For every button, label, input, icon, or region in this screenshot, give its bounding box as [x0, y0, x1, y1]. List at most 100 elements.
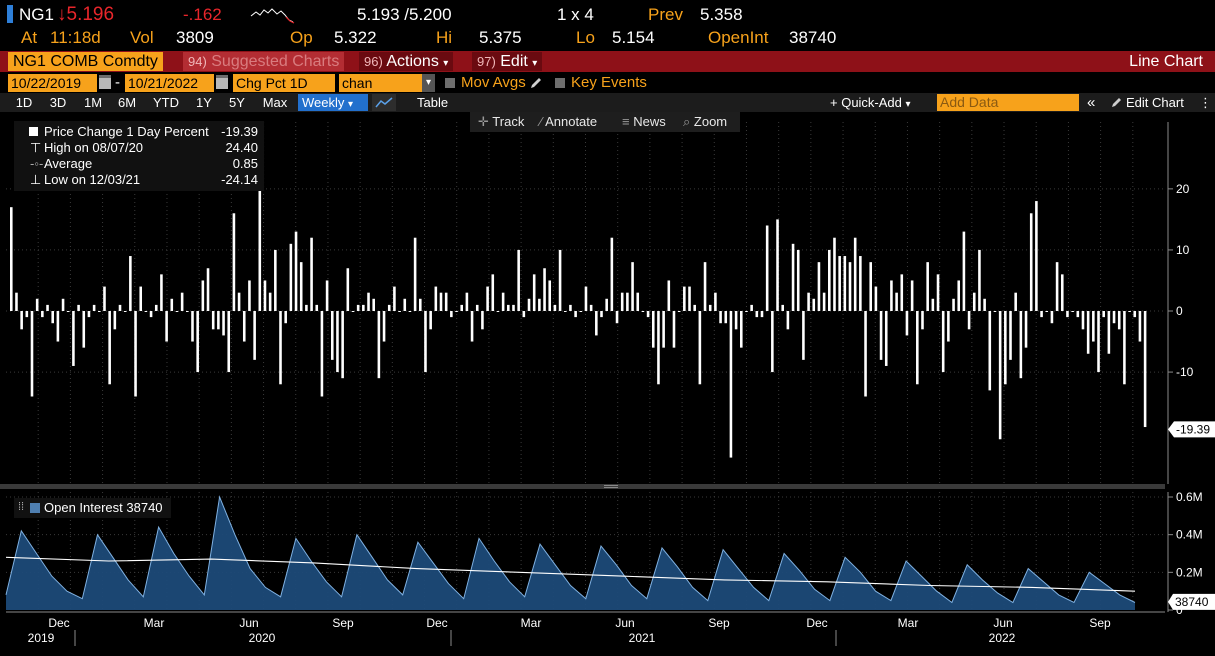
x-year-label: 2022 — [989, 631, 1016, 645]
price-change-bar — [10, 207, 13, 311]
price-change-bar — [532, 274, 536, 311]
price-change-bar — [817, 262, 821, 311]
price-change-bar — [222, 311, 225, 336]
price-change-bar — [66, 311, 70, 312]
range-1y[interactable]: 1Y — [196, 95, 212, 110]
price-change-bar — [165, 311, 168, 342]
crosshair-icon: ✛ — [478, 114, 489, 129]
pencil-icon[interactable] — [529, 76, 543, 90]
price-change-bar — [626, 292, 629, 311]
price-change-bar — [481, 311, 484, 330]
annotate-button[interactable]: ∕ Annotate — [540, 113, 597, 131]
mov-avgs-label[interactable]: Mov Avgs — [461, 74, 526, 91]
range-5y[interactable]: 5Y — [229, 95, 245, 110]
edit-chart-button[interactable]: Edit Chart — [1126, 95, 1184, 110]
legend-avg-label: Average — [44, 156, 93, 171]
drag-handle-icon[interactable]: ⁞⁞ — [18, 501, 25, 513]
price-change-bar — [672, 311, 676, 348]
range-ytd[interactable]: YTD — [153, 95, 179, 110]
price-change-bar — [646, 311, 650, 318]
price-change-bar — [677, 311, 681, 312]
zoom-button[interactable]: ⌕ Zoom — [683, 113, 727, 131]
key-events-checkbox[interactable] — [555, 78, 565, 88]
key-events-label[interactable]: Key Events — [571, 74, 647, 91]
price-change-bar — [1071, 311, 1074, 312]
price-change-bar — [455, 311, 458, 312]
price-change-bar — [434, 286, 438, 311]
end-date-field[interactable]: 10/21/2022 — [125, 74, 214, 92]
field-selector[interactable]: Chg Pct 1D — [233, 74, 335, 92]
price-change-bar — [890, 280, 893, 311]
average-marker-icon: -◦- — [30, 156, 44, 171]
price-change-bar — [41, 311, 44, 318]
price-change-bar — [1019, 311, 1023, 379]
price-change-bar — [98, 311, 101, 312]
annotate-icon: ∕ — [540, 114, 543, 129]
price-change-bar — [77, 304, 80, 311]
openint-label: OpenInt — [708, 28, 769, 47]
add-data-input[interactable]: Add Data — [937, 94, 1079, 111]
price-change-bar — [584, 286, 588, 311]
price-change-bar — [1029, 213, 1033, 311]
news-button[interactable]: ≡ News — [622, 113, 666, 131]
range-6m[interactable]: 6M — [117, 95, 137, 110]
price-change-bar — [802, 311, 805, 360]
hi-value: 5.375 — [479, 28, 522, 47]
price-change-bar — [895, 292, 898, 311]
chart-style-button[interactable] — [372, 94, 396, 111]
price-change-bar — [859, 256, 862, 311]
price-change-bar — [160, 274, 163, 311]
price-change-bar — [910, 280, 914, 311]
x-year-label: 2021 — [629, 631, 656, 645]
collapse-icon[interactable]: « — [1087, 94, 1096, 111]
range-3d[interactable]: 3D — [49, 95, 67, 110]
price-change-bar — [123, 311, 127, 312]
range-1m[interactable]: 1M — [83, 95, 103, 110]
study-field[interactable]: chan ▾ — [339, 74, 435, 92]
price-change-bar — [636, 292, 640, 311]
edit-menu[interactable]: 97) Edit ▾ — [472, 52, 543, 71]
more-options-icon[interactable]: ⋮ — [1199, 95, 1212, 110]
table-button[interactable]: Table — [417, 95, 449, 110]
price-change-bar — [315, 304, 319, 311]
suggested-charts-button[interactable]: 94) Suggested Charts — [183, 52, 345, 71]
quick-add-button[interactable]: + Quick-Add ▾ — [830, 94, 911, 113]
price-change-bar — [755, 311, 759, 318]
ticker[interactable]: NG1 — [19, 5, 54, 24]
x-tick-label: Mar — [521, 616, 542, 630]
oi-y-tick-label: 0.6M — [1176, 490, 1203, 504]
price-change-bar — [693, 304, 696, 311]
price-change-bar — [211, 311, 215, 330]
price-change-bar — [916, 311, 919, 385]
period-selector[interactable]: Weekly ▾ — [298, 94, 368, 111]
price-change-bar — [900, 274, 904, 311]
price-change-bar — [268, 292, 272, 311]
range-1d[interactable]: 1D — [15, 95, 33, 110]
panel-splitter[interactable] — [0, 484, 1165, 489]
price-change-bar — [232, 213, 236, 311]
splitter-grip-icon[interactable] — [604, 485, 618, 488]
mov-avgs-checkbox[interactable] — [445, 78, 455, 88]
price-change-bar — [15, 292, 18, 311]
price-change-bar — [771, 311, 774, 373]
dropdown-arrow-icon[interactable]: ▾ — [422, 74, 435, 92]
price-change-bar — [424, 311, 427, 373]
calendar-icon[interactable] — [99, 75, 111, 89]
open-interest-area — [5, 495, 1136, 610]
vol-value: 3809 — [176, 28, 214, 47]
price-change-bar — [1138, 311, 1142, 342]
price-change-bar — [781, 304, 784, 311]
security-field[interactable]: NG1 COMB Comdty — [8, 52, 163, 71]
at-label: At — [21, 28, 38, 47]
range-max[interactable]: Max — [262, 95, 288, 110]
oi-legend-label: Open Interest 38740 — [44, 500, 163, 515]
track-button[interactable]: ✛ Track — [478, 113, 524, 131]
calendar-icon[interactable] — [216, 75, 228, 89]
actions-menu[interactable]: 96) Actions ▾ — [359, 52, 454, 71]
price-change-bar — [703, 262, 707, 311]
start-date-field[interactable]: 10/22/2019 — [8, 74, 97, 92]
oi-y-tick-label: 0.2M — [1176, 565, 1203, 579]
price-change-bar — [610, 237, 614, 311]
